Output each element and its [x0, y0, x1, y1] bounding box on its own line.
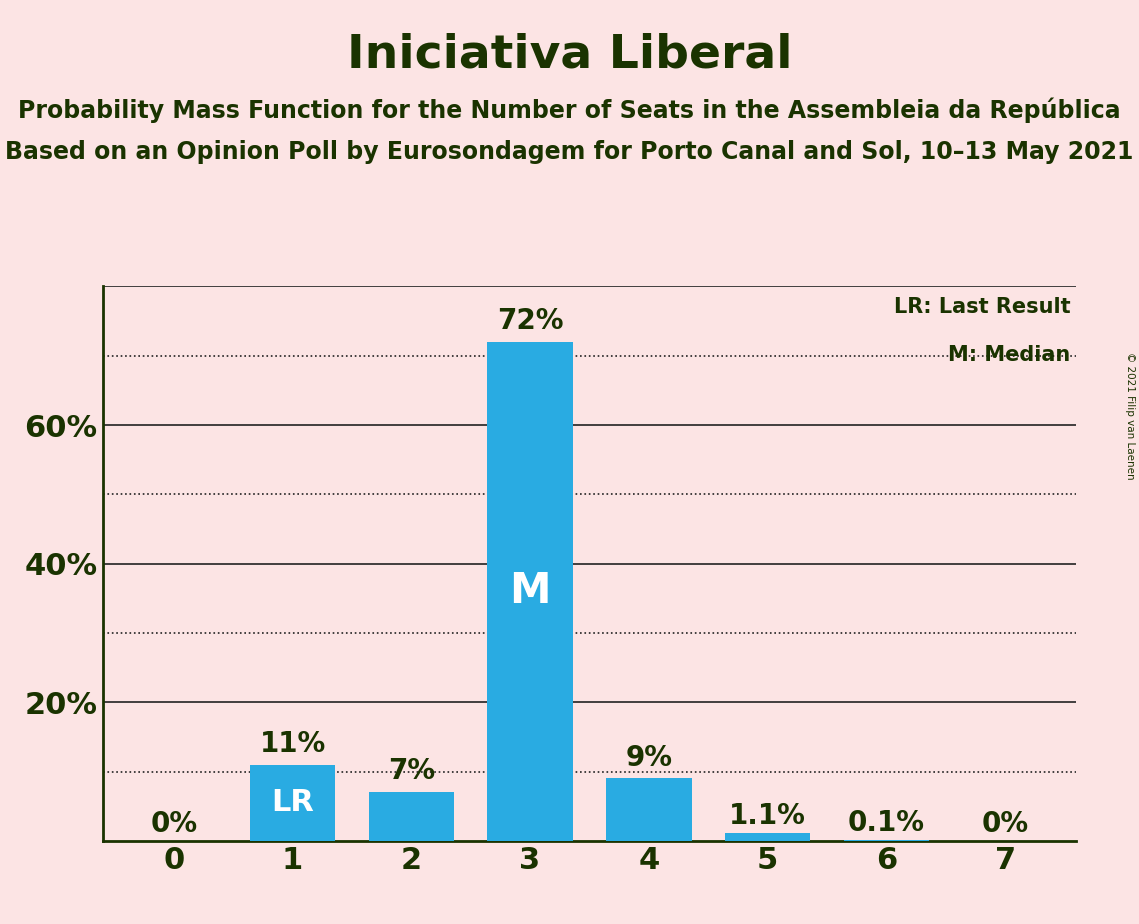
Text: 72%: 72% — [497, 307, 564, 335]
Text: M: M — [509, 570, 551, 613]
Bar — [606, 778, 691, 841]
Text: 0.1%: 0.1% — [847, 809, 925, 837]
Text: 0%: 0% — [150, 810, 197, 838]
Bar — [724, 833, 810, 841]
Text: M: Median: M: Median — [948, 346, 1071, 365]
Bar — [249, 765, 335, 841]
Text: 7%: 7% — [387, 758, 435, 785]
Text: Iniciativa Liberal: Iniciativa Liberal — [346, 32, 793, 78]
Text: 9%: 9% — [625, 744, 672, 772]
Text: LR: Last Result: LR: Last Result — [894, 297, 1071, 317]
Bar — [487, 342, 573, 841]
Text: 0%: 0% — [982, 810, 1029, 838]
Text: LR: LR — [271, 788, 314, 817]
Bar — [369, 793, 454, 841]
Text: Based on an Opinion Poll by Eurosondagem for Porto Canal and Sol, 10–13 May 2021: Based on an Opinion Poll by Eurosondagem… — [6, 140, 1133, 164]
Text: © 2021 Filip van Laenen: © 2021 Filip van Laenen — [1125, 352, 1134, 480]
Text: 1.1%: 1.1% — [729, 802, 806, 831]
Text: Probability Mass Function for the Number of Seats in the Assembleia da República: Probability Mass Function for the Number… — [18, 97, 1121, 123]
Text: 11%: 11% — [260, 730, 326, 758]
